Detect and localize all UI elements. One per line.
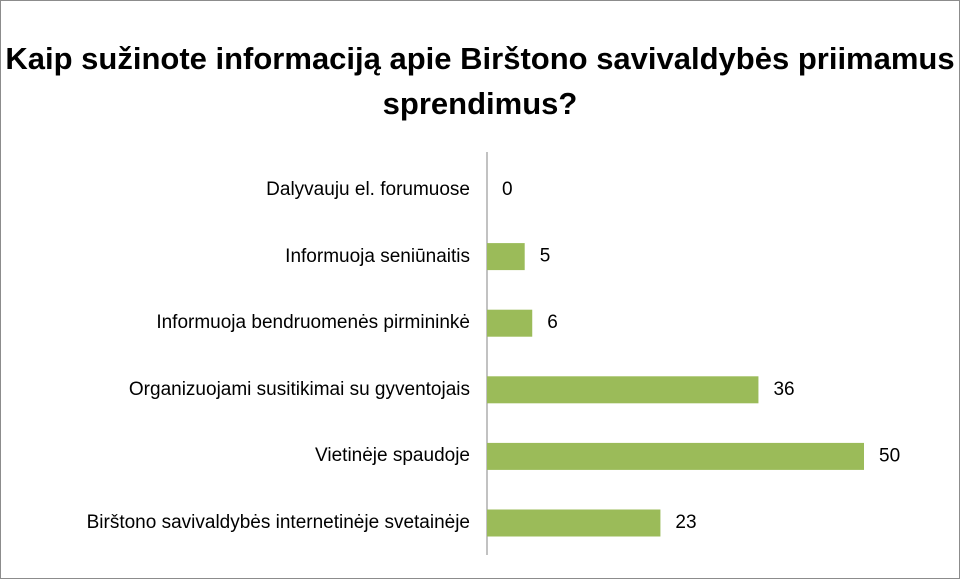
bar xyxy=(487,442,864,470)
value-label: 23 xyxy=(675,512,696,533)
value-label: 6 xyxy=(547,312,558,333)
category-label: Dalyvauju el. forumuose xyxy=(266,179,470,200)
value-label: 36 xyxy=(773,379,794,400)
value-label: 0 xyxy=(502,179,513,200)
category-label: Organizuojami susitikimai su gyventojais xyxy=(128,378,470,400)
category-label: Birštono savivaldybės internetinėje svet… xyxy=(86,512,470,533)
bar xyxy=(487,309,533,337)
value-label: 50 xyxy=(879,445,900,466)
bar xyxy=(487,509,661,537)
category-label: Informuoja bendruomenės pirmininkė xyxy=(156,312,470,334)
category-label: Vietinėje spaudoje xyxy=(315,445,470,467)
bar xyxy=(487,376,759,404)
category-label: Informuoja seniūnaitis xyxy=(285,245,470,267)
value-label: 5 xyxy=(540,246,551,267)
chart-title: Kaip sužinote informaciją apie Birštono … xyxy=(5,41,955,121)
bar xyxy=(487,243,525,271)
